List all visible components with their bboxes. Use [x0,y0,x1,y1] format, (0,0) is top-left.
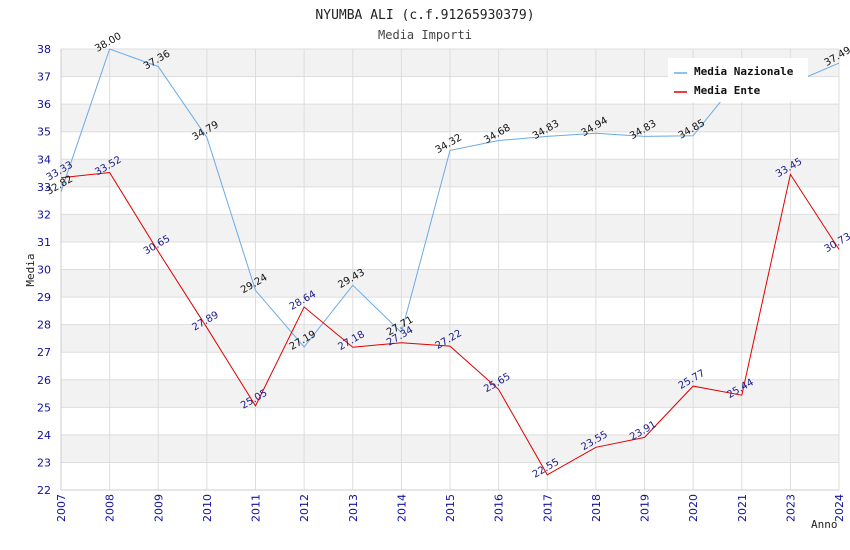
y-tick-label: 36 [37,98,51,111]
x-tick-label: 2017 [541,494,554,522]
x-tick-label: 2009 [152,494,165,522]
x-tick-label: 2024 [833,494,846,522]
x-axis-label: Anno [811,518,838,531]
y-tick-label: 29 [37,291,51,304]
y-tick-label: 35 [37,126,51,139]
y-tick-label: 37 [37,71,51,84]
y-tick-label: 32 [37,208,51,221]
y-axis-label: Media [24,253,37,286]
x-tick-label: 2015 [444,494,457,522]
x-tick-label: 2013 [347,494,360,522]
y-tick-label: 38 [37,43,51,56]
legend-label-nazionale: Media Nazionale [694,65,794,78]
y-tick-label: 28 [37,319,51,332]
x-tick-label: 2016 [493,494,506,522]
y-tick-label: 31 [37,236,51,249]
y-tick-label: 27 [37,346,51,359]
legend: Media Nazionale Media Ente [668,58,808,102]
x-tick-label: 2018 [590,494,603,522]
chart-subtitle: Media Importi [378,28,472,42]
x-tick-label: 2019 [639,494,652,522]
y-axis-ticks: 22 23 24 25 26 27 28 29 30 31 32 33 34 35 36 37 38 [37,43,51,497]
x-tick-label: 2012 [298,494,311,522]
y-tick-label: 24 [37,429,51,442]
y-tick-label: 30 [37,264,51,277]
x-tick-label: 2011 [250,494,263,522]
legend-box [668,58,808,102]
legend-label-ente: Media Ente [694,84,761,97]
x-tick-label: 2008 [104,494,117,522]
y-tick-label: 22 [37,484,51,497]
x-tick-label: 2007 [55,494,68,522]
y-tick-label: 26 [37,374,51,387]
x-tick-label: 2023 [784,494,797,522]
series-lines [60,48,840,476]
x-tick-label: 2014 [395,494,408,522]
x-tick-label: 2020 [687,494,700,522]
y-tick-label: 34 [37,153,51,166]
data-label-nazionale: 34.32 [434,132,464,156]
x-axis-ticks: 2007 2008 2009 2010 2011 2012 2013 2014 2015 2016… [55,494,846,522]
y-tick-label: 25 [37,401,51,414]
x-tick-label: 2010 [201,494,214,522]
y-tick-label: 23 [37,456,51,469]
series-line-nazionale [60,48,840,348]
y-tick-label: 33 [37,181,51,194]
series-line-ente [60,171,840,476]
chart-title: NYUMBA ALI (c.f.91265930379) [315,8,534,23]
x-tick-label: 2021 [736,494,749,522]
gridlines [60,48,840,491]
